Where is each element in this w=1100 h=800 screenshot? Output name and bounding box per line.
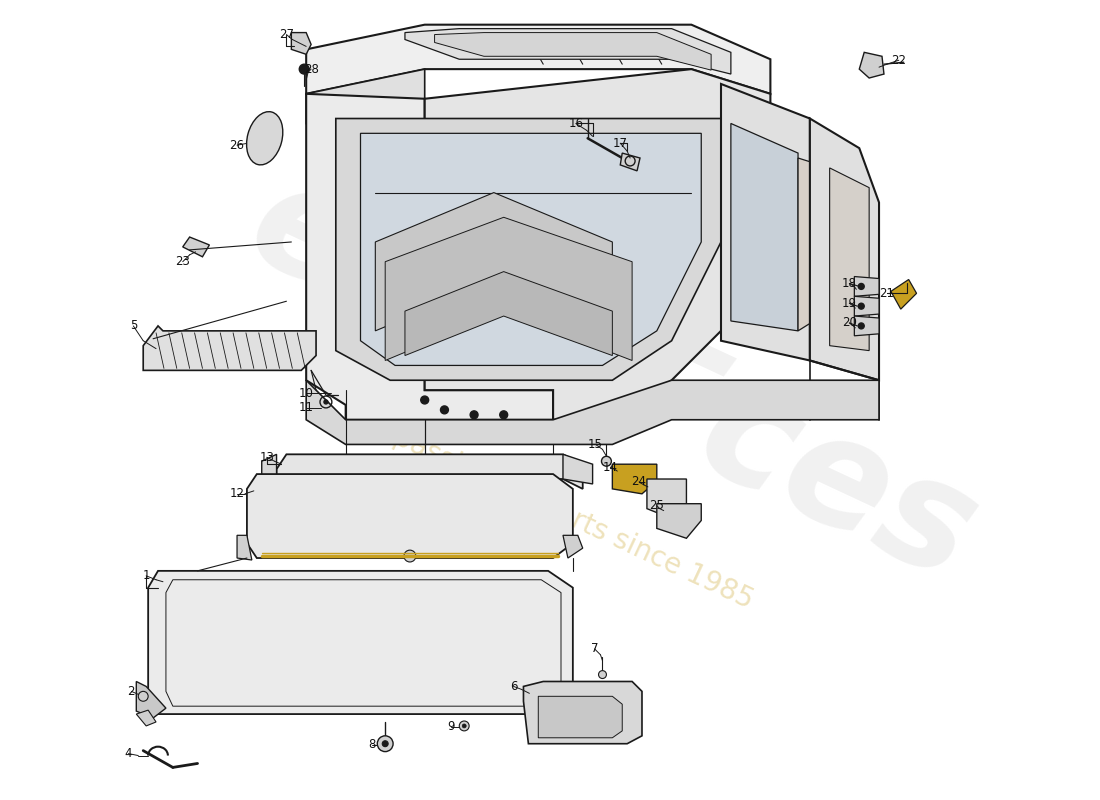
Polygon shape bbox=[647, 479, 686, 518]
Circle shape bbox=[324, 400, 328, 404]
Circle shape bbox=[499, 411, 508, 418]
Polygon shape bbox=[855, 316, 879, 336]
Text: 22: 22 bbox=[891, 54, 906, 66]
Polygon shape bbox=[405, 272, 613, 355]
Polygon shape bbox=[143, 326, 316, 370]
Polygon shape bbox=[136, 682, 166, 718]
Text: 18: 18 bbox=[842, 277, 857, 290]
Text: 6: 6 bbox=[509, 680, 517, 693]
Circle shape bbox=[139, 691, 148, 702]
Circle shape bbox=[858, 283, 865, 290]
Text: 1: 1 bbox=[142, 570, 150, 582]
Polygon shape bbox=[855, 277, 879, 296]
Polygon shape bbox=[859, 52, 884, 78]
Polygon shape bbox=[306, 380, 879, 445]
Text: 10: 10 bbox=[299, 386, 314, 399]
Polygon shape bbox=[524, 682, 642, 744]
Text: 16: 16 bbox=[569, 117, 583, 130]
Polygon shape bbox=[829, 168, 869, 350]
Text: 9: 9 bbox=[448, 721, 455, 734]
Text: 28: 28 bbox=[304, 62, 319, 76]
Polygon shape bbox=[306, 69, 425, 123]
Polygon shape bbox=[730, 123, 798, 331]
Text: 4: 4 bbox=[124, 747, 132, 760]
Polygon shape bbox=[361, 134, 701, 366]
Circle shape bbox=[858, 303, 865, 309]
Circle shape bbox=[602, 456, 612, 466]
Polygon shape bbox=[720, 84, 810, 361]
Circle shape bbox=[382, 741, 388, 746]
Text: 15: 15 bbox=[588, 438, 603, 451]
Polygon shape bbox=[855, 296, 879, 316]
Text: 24: 24 bbox=[631, 475, 647, 489]
Circle shape bbox=[858, 323, 865, 329]
Text: 8: 8 bbox=[368, 738, 376, 751]
Polygon shape bbox=[563, 454, 593, 484]
Text: 26: 26 bbox=[230, 138, 244, 152]
Text: 21: 21 bbox=[879, 287, 894, 300]
Polygon shape bbox=[336, 118, 720, 380]
Polygon shape bbox=[613, 464, 657, 494]
Polygon shape bbox=[276, 454, 583, 489]
Circle shape bbox=[377, 736, 393, 752]
Polygon shape bbox=[798, 158, 829, 331]
Text: 14: 14 bbox=[603, 461, 618, 474]
Polygon shape bbox=[434, 33, 711, 70]
Text: 7: 7 bbox=[591, 642, 598, 655]
Circle shape bbox=[299, 64, 309, 74]
Text: 20: 20 bbox=[842, 317, 857, 330]
Circle shape bbox=[460, 721, 469, 731]
Polygon shape bbox=[385, 218, 632, 361]
Text: 11: 11 bbox=[299, 402, 314, 414]
Polygon shape bbox=[375, 193, 613, 331]
Circle shape bbox=[470, 411, 478, 418]
Text: 12: 12 bbox=[230, 487, 244, 500]
Circle shape bbox=[598, 670, 606, 678]
Polygon shape bbox=[620, 153, 640, 171]
Ellipse shape bbox=[246, 112, 283, 165]
Polygon shape bbox=[306, 25, 770, 94]
Polygon shape bbox=[891, 279, 916, 309]
Text: passion for parts since 1985: passion for parts since 1985 bbox=[388, 422, 757, 614]
Polygon shape bbox=[246, 474, 573, 558]
Text: 13: 13 bbox=[260, 450, 274, 464]
Text: 23: 23 bbox=[175, 255, 190, 268]
Polygon shape bbox=[306, 94, 553, 420]
Text: 25: 25 bbox=[649, 499, 664, 512]
Text: 27: 27 bbox=[279, 28, 294, 41]
Circle shape bbox=[404, 550, 416, 562]
Circle shape bbox=[440, 406, 449, 414]
Polygon shape bbox=[136, 710, 156, 726]
Circle shape bbox=[420, 396, 429, 404]
Polygon shape bbox=[236, 535, 252, 560]
Polygon shape bbox=[183, 237, 209, 257]
Polygon shape bbox=[425, 69, 770, 420]
Text: 19: 19 bbox=[842, 297, 857, 310]
Text: 5: 5 bbox=[130, 319, 138, 333]
Polygon shape bbox=[148, 571, 573, 714]
Polygon shape bbox=[405, 29, 730, 74]
Text: 2: 2 bbox=[128, 685, 135, 698]
Polygon shape bbox=[538, 696, 623, 738]
Polygon shape bbox=[262, 454, 276, 483]
Text: euroFces: euroFces bbox=[227, 147, 999, 613]
Polygon shape bbox=[563, 535, 583, 558]
Circle shape bbox=[462, 724, 466, 728]
Polygon shape bbox=[810, 118, 879, 380]
Text: 17: 17 bbox=[613, 137, 628, 150]
Polygon shape bbox=[657, 504, 701, 538]
Polygon shape bbox=[292, 33, 311, 54]
